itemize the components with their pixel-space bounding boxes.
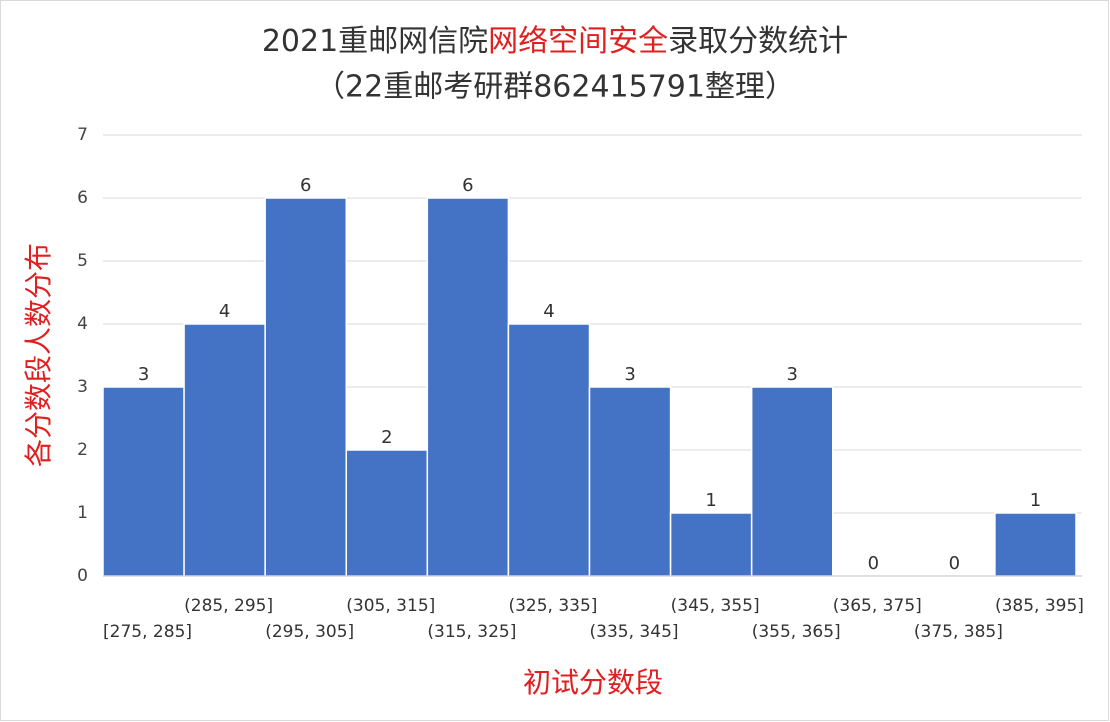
x-tick-label: (325, 335] xyxy=(508,596,597,616)
y-tick-label: 2 xyxy=(77,440,88,460)
value-label: 1 xyxy=(1030,490,1041,511)
x-axis-label: 初试分数段 xyxy=(523,666,663,699)
bar xyxy=(994,512,1077,577)
y-tick-label: 6 xyxy=(77,188,88,208)
bar xyxy=(507,323,591,577)
title-part: 网络空间安全 xyxy=(488,24,668,59)
bar xyxy=(102,386,185,577)
x-tick-label: (385, 395] xyxy=(995,596,1084,616)
x-tick-label: (305, 315] xyxy=(346,596,435,616)
x-tick-label: (335, 345] xyxy=(590,622,679,642)
value-label: 0 xyxy=(949,553,960,574)
x-tick-label: (285, 295] xyxy=(184,596,273,616)
y-tick-label: 3 xyxy=(77,377,88,397)
bar xyxy=(345,449,429,577)
bar xyxy=(183,323,266,577)
value-label: 3 xyxy=(786,364,797,385)
bar xyxy=(588,386,672,577)
value-label: 3 xyxy=(624,364,635,385)
value-label: 6 xyxy=(300,175,311,196)
y-tick-label: 1 xyxy=(77,503,88,523)
bar xyxy=(426,197,510,577)
chart-subtitle: （22重邮考研群862415791整理） xyxy=(315,70,795,105)
value-label: 6 xyxy=(462,175,473,196)
value-label: 2 xyxy=(381,427,392,448)
value-label: 4 xyxy=(543,301,554,322)
x-tick-label: (345, 355] xyxy=(671,596,760,616)
x-tick-label: (375, 385] xyxy=(914,622,1003,642)
y-axis-label: 各分数段人数分布 xyxy=(22,243,55,467)
y-tick-label: 0 xyxy=(77,566,88,586)
chart-title: 2021重邮网信院网络空间安全录取分数统计 xyxy=(262,24,848,59)
x-tick-label: [275, 285] xyxy=(103,622,192,642)
bar xyxy=(264,197,347,577)
y-tick-label: 5 xyxy=(77,251,88,271)
y-tick-label: 7 xyxy=(77,125,88,145)
value-label: 1 xyxy=(705,490,716,511)
value-label: 4 xyxy=(219,301,230,322)
value-label: 0 xyxy=(868,553,879,574)
y-tick-label: 4 xyxy=(77,314,88,334)
x-tick-label: (365, 375] xyxy=(833,596,922,616)
x-tick-label: (315, 325] xyxy=(427,622,516,642)
title-part: 录取分数统计 xyxy=(668,24,848,59)
x-tick-label: (355, 365] xyxy=(752,622,841,642)
title-part: 2021重邮网信院 xyxy=(262,24,488,59)
bar xyxy=(669,512,753,577)
bar xyxy=(750,386,834,577)
value-label: 3 xyxy=(138,364,149,385)
x-tick-label: (295, 305] xyxy=(265,622,354,642)
